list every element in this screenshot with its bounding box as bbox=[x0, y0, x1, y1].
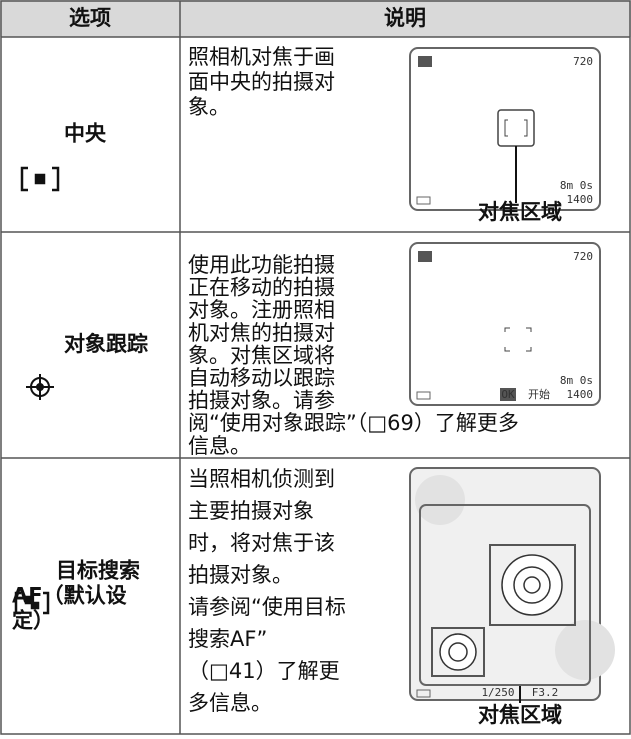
header-bg bbox=[0, 0, 631, 37]
option-label: 定） bbox=[12, 609, 54, 633]
screen-text: OK bbox=[501, 388, 515, 401]
center-icon bbox=[20, 166, 60, 192]
screen-text: F3.2 bbox=[532, 686, 559, 699]
description-line: （□41）了解更 bbox=[188, 659, 340, 683]
camera-screen bbox=[409, 467, 615, 703]
description-line: 自动移动以跟踪 bbox=[188, 366, 335, 390]
screen-text: 8m 0s bbox=[560, 374, 593, 387]
description-line: 搜索AF” bbox=[188, 627, 267, 651]
header-cell: 选项 bbox=[69, 6, 111, 30]
screen-text: 720 bbox=[573, 55, 593, 68]
option-label: 对象跟踪 bbox=[64, 332, 148, 356]
camera-screen bbox=[409, 242, 601, 406]
description-line: 面中央的拍摄对 bbox=[188, 70, 335, 94]
camera-screen bbox=[409, 47, 601, 211]
option-label: 目标搜索 bbox=[56, 559, 140, 583]
option-label: 中央 bbox=[64, 122, 107, 146]
focus-area-caption: 对焦区域 bbox=[478, 703, 562, 727]
focus-area-caption: 对焦区域 bbox=[478, 200, 562, 224]
description-line: 使用此功能拍摄 bbox=[188, 253, 335, 277]
screen-text: 1400 bbox=[567, 388, 594, 401]
tracking-icon bbox=[26, 374, 54, 400]
description-line: 阅“使用对象跟踪”（□69）了解更多 bbox=[188, 411, 519, 435]
description-line: 请参阅“使用目标 bbox=[188, 595, 346, 619]
description-line: 正在移动的拍摄 bbox=[188, 276, 335, 300]
description-line: 当照相机侦测到 bbox=[188, 467, 335, 491]
screen-text: 8m 0s bbox=[560, 179, 593, 192]
screen-text: 1400 bbox=[567, 193, 594, 206]
description-line: 拍摄对象。请参 bbox=[188, 389, 335, 413]
description-line: 拍摄对象。 bbox=[188, 563, 293, 587]
description-line: 象。对焦区域将 bbox=[188, 343, 335, 367]
description-line: 时，将对焦于该 bbox=[188, 531, 335, 555]
description-line: 多信息。 bbox=[188, 691, 272, 715]
screen-text: 开始 bbox=[528, 387, 550, 401]
description-line: 主要拍摄对象 bbox=[188, 499, 314, 523]
description-line: 照相机对焦于画 bbox=[188, 45, 335, 69]
screen-text: 1/250 bbox=[481, 686, 514, 699]
description-line: 机对焦的拍摄对 bbox=[188, 321, 335, 345]
option-label: AF（默认设 bbox=[12, 584, 127, 608]
description-line: 象。 bbox=[188, 95, 230, 119]
description-line: 对象。注册照相 bbox=[188, 298, 335, 322]
screen-text: 720 bbox=[573, 250, 593, 263]
target-icon bbox=[14, 591, 50, 615]
description-line: 信息。 bbox=[188, 434, 251, 458]
header-cell: 说明 bbox=[384, 6, 426, 30]
